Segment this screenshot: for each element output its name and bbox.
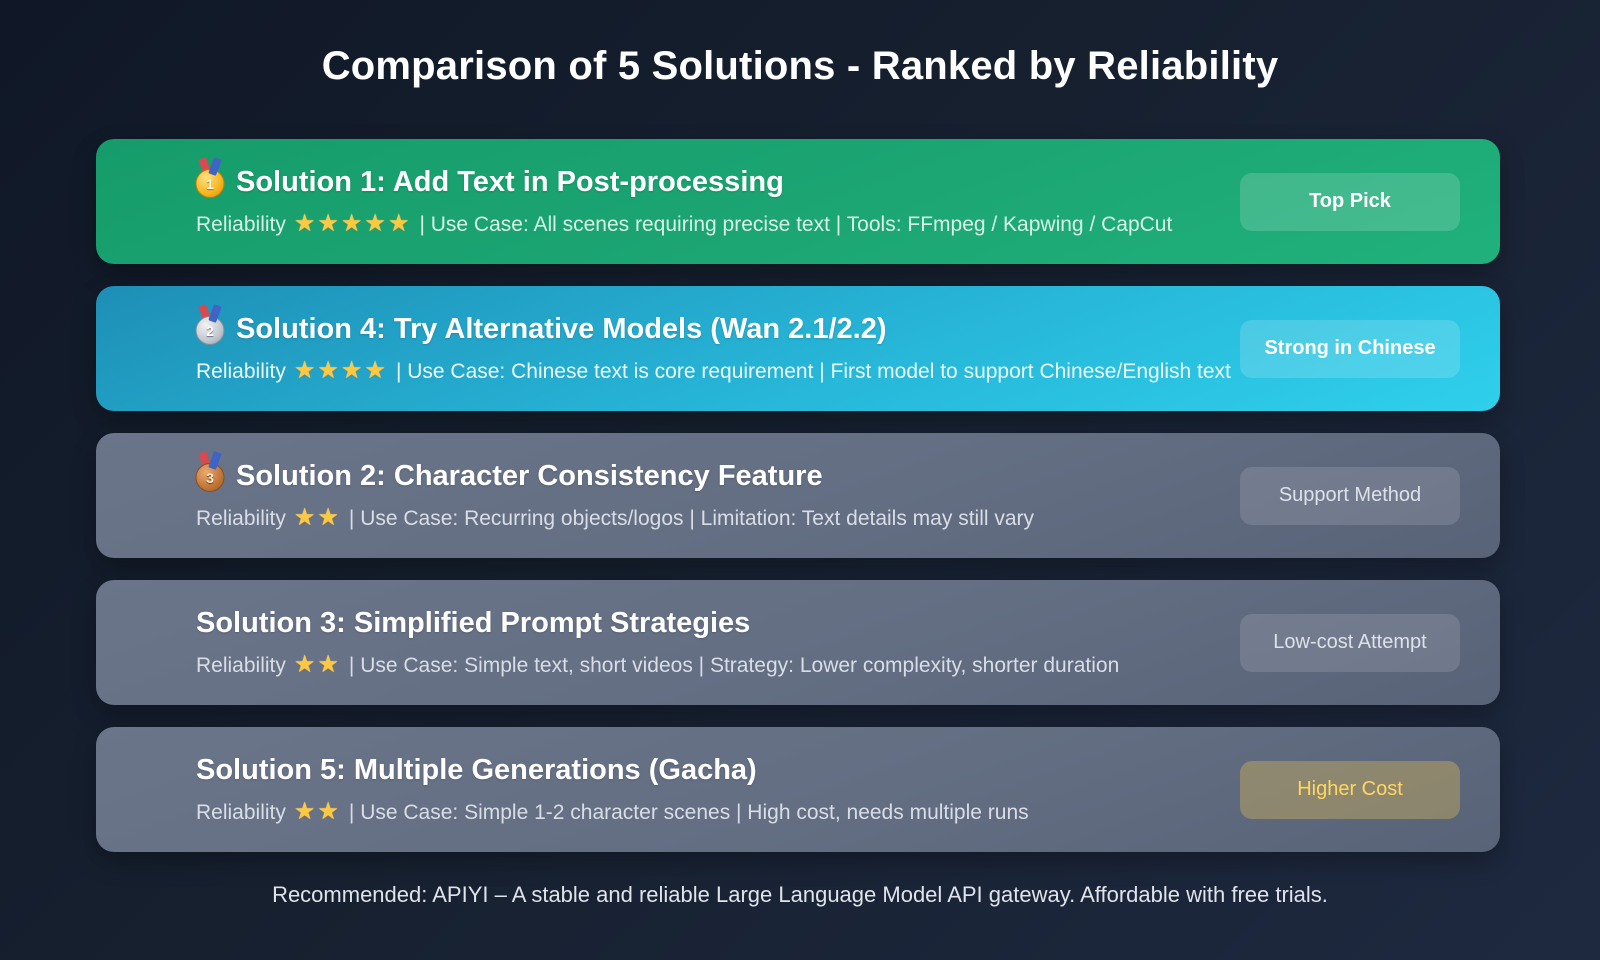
card-badge: Higher Cost [1240,760,1460,819]
card-details: | Use Case: All scenes requiring precise… [419,213,1173,237]
card-details: | Use Case: Simple 1-2 character scenes … [348,801,1029,825]
solution-card: Solution 3: Simplified Prompt Strategies… [96,580,1500,705]
solution-card: 1 Solution 1: Add Text in Post-processin… [96,139,1500,264]
card-title-row: 3 Solution 2: Character Consistency Feat… [195,458,1200,494]
card-subtitle: Reliability ★★ | Use Case: Simple 1-2 ch… [196,797,1200,827]
card-details: | Use Case: Chinese text is core require… [395,360,1231,384]
solution-card: 3 Solution 2: Character Consistency Feat… [96,433,1500,558]
card-badge: Strong in Chinese [1240,319,1460,378]
star-rating-icon: ★★ [293,651,341,679]
solution-card: 2 Solution 4: Try Alternative Models (Wa… [96,286,1500,411]
bronze-medal-icon: 3 [195,452,225,492]
medal-number: 3 [195,463,225,492]
reliability-label: Reliability [196,507,286,531]
card-title: Solution 3: Simplified Prompt Strategies [196,606,751,639]
page-title: Comparison of 5 Solutions - Ranked by Re… [321,44,1279,88]
card-details: | Use Case: Simple text, short videos | … [348,654,1120,678]
card-badge: Top Pick [1240,172,1460,231]
card-title-row: Solution 3: Simplified Prompt Strategies [196,605,1200,641]
card-title-row: 2 Solution 4: Try Alternative Models (Wa… [195,311,1200,347]
card-title: Solution 4: Try Alternative Models (Wan … [236,312,887,345]
card-title: Solution 1: Add Text in Post-processing [236,165,784,198]
card-title-row: Solution 5: Multiple Generations (Gacha) [196,752,1200,788]
reliability-label: Reliability [196,213,286,237]
reliability-label: Reliability [196,360,286,384]
card-subtitle: Reliability ★★★★★ | Use Case: All scenes… [196,209,1200,239]
gold-medal-icon: 1 [195,158,225,198]
card-badge: Low-cost Attempt [1240,613,1460,672]
card-title: Solution 2: Character Consistency Featur… [236,459,823,492]
medal-number: 1 [195,169,225,198]
star-rating-icon: ★★ [293,798,341,826]
star-rating-icon: ★★ [293,504,341,532]
reliability-label: Reliability [196,801,286,825]
card-title-row: 1 Solution 1: Add Text in Post-processin… [195,164,1200,200]
silver-medal-icon: 2 [195,305,225,345]
solution-card: Solution 5: Multiple Generations (Gacha)… [96,727,1500,852]
footer-recommendation: Recommended: APIYI – A stable and reliab… [272,882,1328,907]
card-title: Solution 5: Multiple Generations (Gacha) [196,753,757,786]
card-details: | Use Case: Recurring objects/logos | Li… [348,507,1035,531]
medal-number: 2 [195,316,225,345]
card-subtitle: Reliability ★★★★ | Use Case: Chinese tex… [196,356,1231,386]
reliability-label: Reliability [196,654,286,678]
star-rating-icon: ★★★★★ [293,210,412,238]
star-rating-icon: ★★★★ [293,357,388,385]
card-badge: Support Method [1240,466,1460,525]
card-subtitle: Reliability ★★ | Use Case: Simple text, … [196,650,1200,680]
card-subtitle: Reliability ★★ | Use Case: Recurring obj… [196,503,1200,533]
cards-list: 1 Solution 1: Add Text in Post-processin… [96,139,1500,852]
